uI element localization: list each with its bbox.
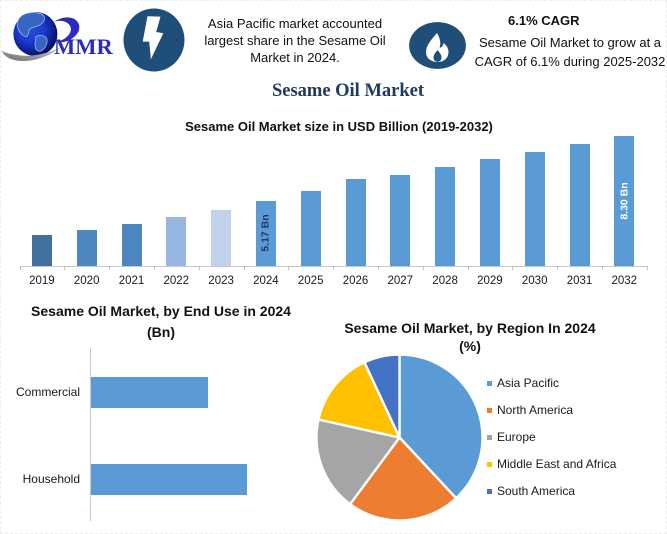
svg-text:MMR: MMR bbox=[54, 34, 113, 59]
